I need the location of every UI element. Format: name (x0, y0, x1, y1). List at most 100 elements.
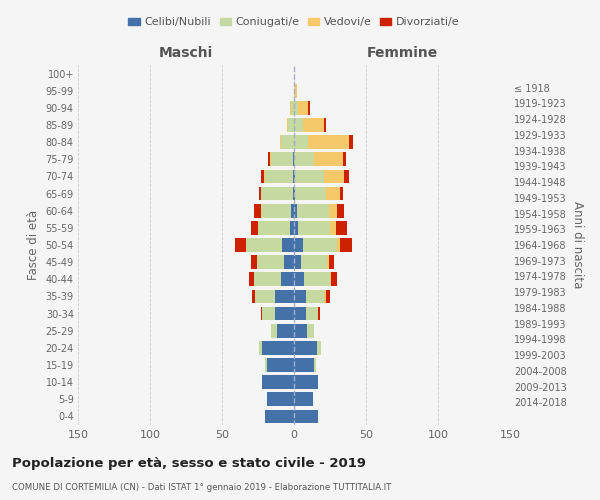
Bar (250, 272, 254, 286)
Bar (291, 204, 294, 218)
Bar (302, 118, 324, 132)
Bar (295, 84, 297, 98)
Bar (314, 358, 316, 372)
Bar (294, 221, 298, 234)
Bar (294, 170, 295, 183)
Bar (331, 272, 337, 286)
Text: Popolazione per età, sesso e stato civile - 2019: Popolazione per età, sesso e stato civil… (12, 458, 366, 470)
Bar (268, 152, 269, 166)
Bar (294, 256, 301, 269)
Bar (271, 324, 277, 338)
Bar (261, 186, 293, 200)
Bar (301, 256, 327, 269)
Bar (307, 324, 314, 338)
Bar (324, 290, 326, 304)
Bar (295, 186, 326, 200)
Y-axis label: Anni di nascita: Anni di nascita (571, 202, 584, 288)
Bar (349, 136, 353, 149)
Bar (247, 238, 283, 252)
Bar (251, 256, 257, 269)
Bar (294, 152, 314, 166)
Bar (308, 101, 310, 114)
Bar (265, 170, 293, 183)
Bar (294, 290, 305, 304)
Bar (259, 341, 262, 354)
Bar (294, 410, 319, 424)
Bar (261, 170, 264, 183)
Bar (319, 306, 320, 320)
Bar (265, 358, 266, 372)
Bar (329, 256, 334, 269)
Bar (298, 101, 308, 114)
Bar (324, 170, 344, 183)
Bar (275, 306, 294, 320)
Bar (326, 290, 330, 304)
Text: Maschi: Maschi (159, 46, 213, 60)
Bar (294, 358, 314, 372)
Bar (264, 170, 265, 183)
Bar (293, 186, 294, 200)
Bar (261, 306, 262, 320)
Bar (294, 272, 304, 286)
Bar (294, 101, 298, 114)
Bar (265, 410, 294, 424)
Bar (294, 324, 307, 338)
Y-axis label: Fasce di età: Fasce di età (27, 210, 40, 280)
Bar (344, 170, 349, 183)
Bar (266, 392, 294, 406)
Bar (324, 118, 326, 132)
Bar (327, 256, 329, 269)
Bar (298, 221, 330, 234)
Bar (293, 170, 294, 183)
Bar (294, 136, 308, 149)
Bar (293, 152, 294, 166)
Bar (294, 84, 295, 98)
Bar (329, 204, 337, 218)
Bar (291, 101, 294, 114)
Bar (294, 376, 319, 389)
Bar (269, 152, 271, 166)
Bar (287, 118, 288, 132)
Bar (294, 306, 305, 320)
Bar (304, 272, 330, 286)
Bar (305, 290, 324, 304)
Bar (251, 221, 258, 234)
Bar (337, 238, 340, 252)
Bar (297, 204, 329, 218)
Bar (283, 238, 294, 252)
Bar (254, 204, 261, 218)
Bar (294, 392, 313, 406)
Bar (340, 186, 343, 200)
Bar (275, 290, 294, 304)
Bar (271, 152, 293, 166)
Bar (294, 186, 295, 200)
Bar (257, 256, 284, 269)
Bar (254, 272, 281, 286)
Bar (294, 341, 317, 354)
Bar (340, 238, 352, 252)
Bar (343, 152, 346, 166)
Text: COMUNE DI CORTEMILIA (CN) - Dati ISTAT 1° gennaio 2019 - Elaborazione TUTTITALIA: COMUNE DI CORTEMILIA (CN) - Dati ISTAT 1… (12, 482, 391, 492)
Bar (294, 238, 302, 252)
Bar (280, 136, 281, 149)
Bar (308, 136, 349, 149)
Bar (295, 170, 324, 183)
Bar (326, 186, 340, 200)
Bar (294, 204, 297, 218)
Bar (266, 358, 294, 372)
Bar (258, 221, 290, 234)
Bar (262, 376, 294, 389)
Bar (294, 118, 302, 132)
Bar (261, 204, 291, 218)
Bar (281, 272, 294, 286)
Bar (330, 221, 336, 234)
Bar (235, 238, 247, 252)
Bar (290, 101, 291, 114)
Bar (305, 306, 319, 320)
Bar (302, 238, 337, 252)
Bar (255, 290, 275, 304)
Bar (277, 324, 294, 338)
Bar (284, 256, 294, 269)
Bar (252, 290, 255, 304)
Bar (259, 186, 261, 200)
